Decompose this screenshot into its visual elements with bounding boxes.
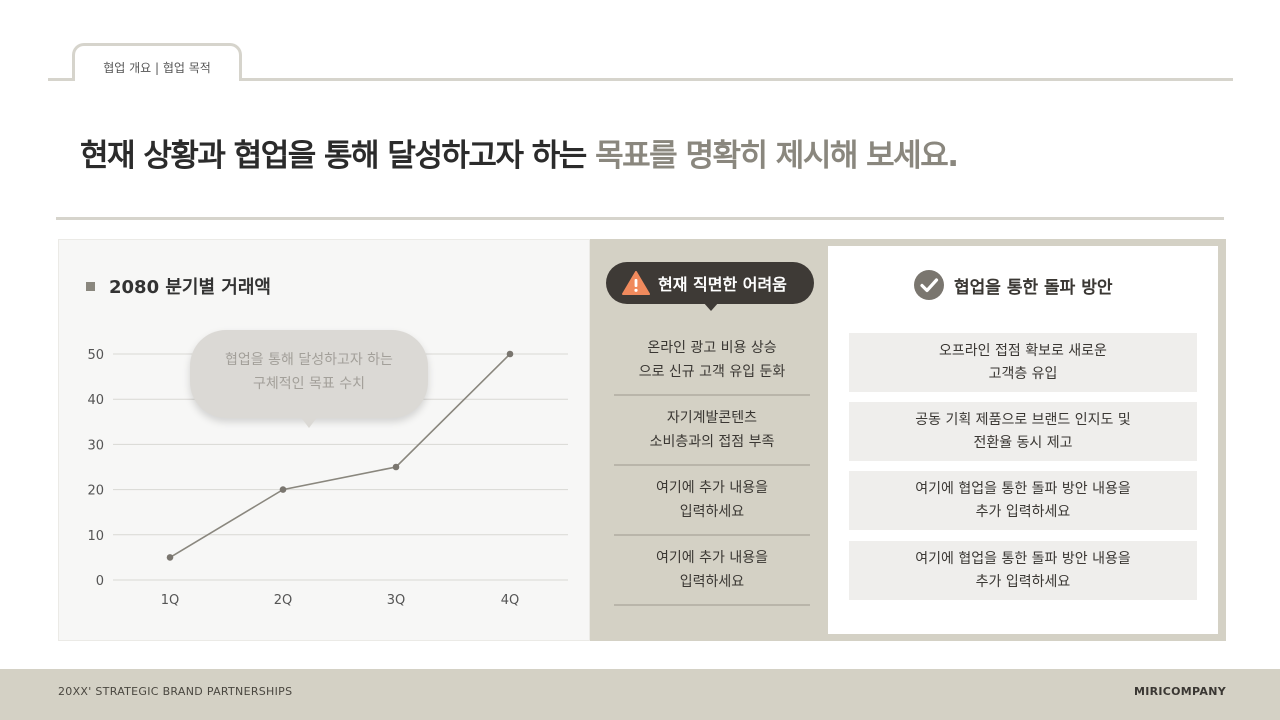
footer-tagline: 20XX' STRATEGIC BRAND PARTNERSHIPS <box>58 685 293 698</box>
x-tick-label: 4Q <box>501 593 520 608</box>
solution-heading-text: 협업을 통한 돌파 방안 <box>954 277 1113 298</box>
problem-heading: 현재 직면한 어려움 <box>606 262 814 311</box>
data-point <box>392 463 400 471</box>
y-tick-label: 10 <box>87 529 104 544</box>
chart-title: 2080 분기별 거래액 <box>86 273 271 299</box>
page-title: 현재 상황과 협업을 통해 달성하고자 하는 목표를 명확히 제시해 보세요. <box>80 130 959 175</box>
title-divider <box>56 217 1224 220</box>
goal-callout-bubble: 협업을 통해 달성하고자 하는 구체적인 목표 수치 <box>190 330 428 428</box>
x-tick-label: 3Q <box>387 593 406 608</box>
chart-panel <box>58 239 590 641</box>
problem-list: 온라인 광고 비용 상승 으로 신규 고객 유입 둔화 자기계발콘텐츠 소비층과… <box>614 326 810 606</box>
problem-item: 자기계발콘텐츠 소비층과의 접점 부족 <box>614 396 810 466</box>
y-tick-label: 0 <box>96 574 104 589</box>
problem-item: 여기에 추가 내용을 입력하세요 <box>614 466 810 536</box>
warning-icon <box>622 271 650 295</box>
y-tick-label: 20 <box>87 484 104 499</box>
y-tick-label: 40 <box>87 393 104 408</box>
problem-item: 여기에 추가 내용을 입력하세요 <box>614 536 810 606</box>
solution-item: 공동 기획 제품으로 브랜드 인지도 및 전환율 동시 제고 <box>849 402 1197 461</box>
y-tick-label: 30 <box>87 438 104 453</box>
solution-item: 여기에 협업을 통한 돌파 방안 내용을 추가 입력하세요 <box>849 471 1197 530</box>
x-tick-label: 2Q <box>274 593 293 608</box>
line-chart: 0 10 20 30 40 50 1Q 2Q 3Q 4Q <box>87 348 568 608</box>
page-title-accent: 목표를 명확히 제시해 보세요. <box>595 138 959 174</box>
y-tick-label: 50 <box>87 348 104 363</box>
goal-callout-line1: 협업을 통해 달성하고자 하는 <box>225 352 393 368</box>
chart-title-text: 2080 분기별 거래액 <box>109 277 271 298</box>
footer-bar <box>0 669 1280 720</box>
problem-heading-text: 현재 직면한 어려움 <box>658 275 787 294</box>
x-tick-label: 1Q <box>161 593 180 608</box>
solution-heading: 협업을 통한 돌파 방안 <box>914 270 1113 300</box>
data-point <box>506 350 514 358</box>
tab-underline <box>48 78 1233 81</box>
solution-item: 오프라인 접점 확보로 새로운 고객층 유입 <box>849 333 1197 392</box>
square-bullet-icon <box>86 281 95 291</box>
page-title-main: 현재 상황과 협업을 통해 달성하고자 하는 <box>80 138 596 174</box>
series-line <box>169 353 511 559</box>
data-point <box>279 486 287 493</box>
data-point <box>166 554 174 561</box>
goal-callout-line2: 구체적인 목표 수치 <box>253 376 365 392</box>
bubble-tail <box>300 416 318 428</box>
section-tab[interactable]: 협업 개요 | 협업 목적 <box>72 43 242 81</box>
company-logo-text: MIRICOMPANY <box>1133 685 1226 698</box>
solution-item: 여기에 협업을 통한 돌파 방안 내용을 추가 입력하세요 <box>849 541 1197 600</box>
problem-item: 온라인 광고 비용 상승 으로 신규 고객 유입 둔화 <box>614 326 810 396</box>
check-circle-icon <box>914 270 944 300</box>
pill-pointer <box>703 302 719 311</box>
section-tab-label: 협업 개요 | 협업 목적 <box>103 61 211 75</box>
